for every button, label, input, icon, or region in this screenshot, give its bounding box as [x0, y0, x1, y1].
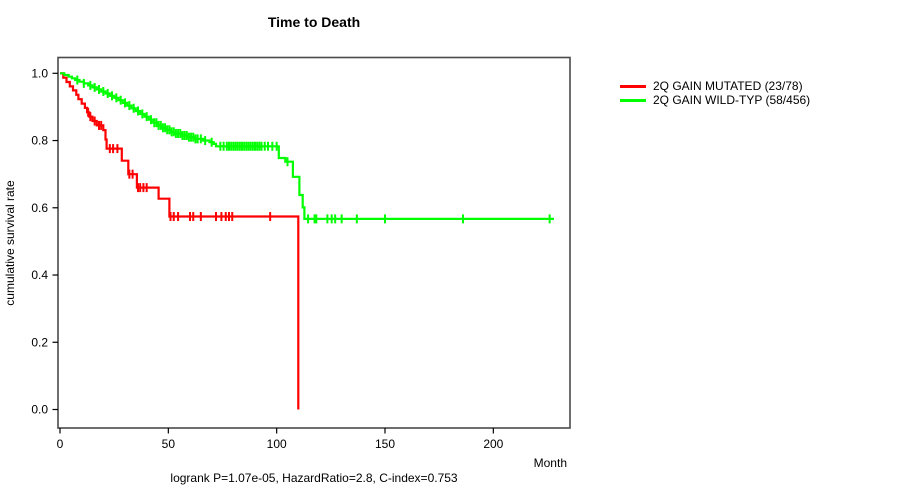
y-tick-label: 0.0: [31, 403, 48, 417]
legend-line-red-icon: [620, 84, 646, 88]
x-tick-label: 50: [162, 437, 176, 451]
plot-box: [57, 56, 571, 429]
legend-label-mutated: 2Q GAIN MUTATED (23/78): [653, 79, 803, 93]
y-axis-label: cumulative survival rate: [3, 180, 17, 306]
legend-item-mutated: 2Q GAIN MUTATED (23/78): [620, 79, 810, 93]
x-tick-label: 150: [375, 437, 395, 451]
x-tick-label: 200: [483, 437, 503, 451]
y-tick-label: 0.4: [31, 268, 48, 282]
x-tick-label: 0: [57, 437, 64, 451]
y-tick-label: 0.2: [31, 335, 48, 349]
x-axis-label: Month: [533, 456, 567, 470]
x-tick-label: 100: [267, 437, 287, 451]
y-tick-label: 0.8: [31, 134, 48, 148]
y-tick-label: 0.6: [31, 201, 48, 215]
stats-footer: logrank P=1.07e-05, HazardRatio=2.8, C-i…: [170, 471, 458, 485]
chart-title: Time to Death: [267, 14, 361, 30]
survival-curve-wildtype: [60, 72, 554, 220]
legend-line-green-icon: [620, 98, 646, 102]
y-tick-label: 1.0: [31, 67, 48, 81]
legend-label-wildtype: 2Q GAIN WILD-TYP (58/456): [653, 93, 811, 107]
survival-curve-mutated: [60, 72, 300, 410]
legend-item-wildtype: 2Q GAIN WILD-TYP (58/456): [620, 93, 810, 107]
legend: 2Q GAIN MUTATED (23/78) 2Q GAIN WILD-TYP…: [620, 79, 810, 107]
